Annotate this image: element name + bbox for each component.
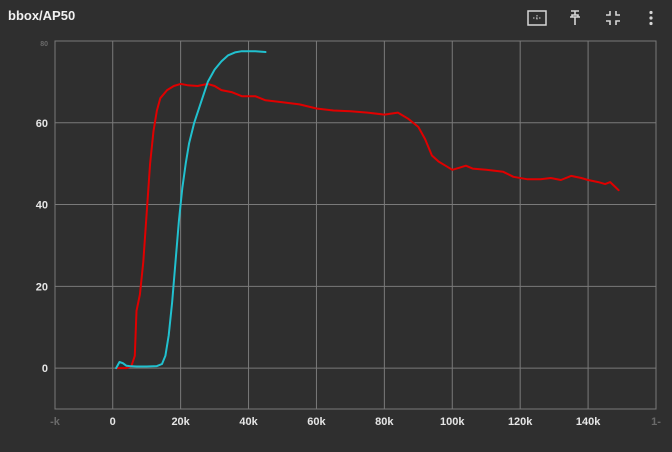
x-tick-label: 40k [239,416,258,428]
fullscreen-exit-icon[interactable] [602,7,624,29]
series-line-run-cyan[interactable] [115,50,267,370]
x-tick-label: 100k [440,416,465,428]
y-tick-label: 40 [36,200,48,212]
plot-frame [54,40,657,410]
pin-icon[interactable] [564,7,586,29]
y-tick-label: 80 [40,41,48,48]
series-line-run-red[interactable] [115,82,620,370]
y-tick-label: 0 [42,363,48,375]
card-header: bbox/AP50 [0,0,672,36]
y-tick-label: 20 [36,281,48,293]
x-tick-label: 1- [651,416,661,428]
fit-domain-icon[interactable] [526,7,548,29]
line-chart[interactable]: -k 0 20k 40k 60k 80k 100k 120k 140k 1- 0 20 40 60 80 [0,36,672,447]
chart-area[interactable]: -k 0 20k 40k 60k 80k 100k 120k 140k 1- 0 20 40 60 80 [0,36,672,447]
chart-toolbar [526,7,662,29]
x-tick-label: -k [50,416,61,428]
x-tick-label: 20k [171,416,190,428]
more-vert-icon[interactable] [640,7,662,29]
x-tick-label: 140k [576,416,601,428]
x-tick-label: 120k [508,416,533,428]
y-tick-label: 60 [36,118,48,130]
x-tick-label: 0 [110,416,116,428]
x-tick-label: 80k [375,416,394,428]
x-tick-label: 60k [307,416,326,428]
chart-title: bbox/AP50 [8,8,76,23]
